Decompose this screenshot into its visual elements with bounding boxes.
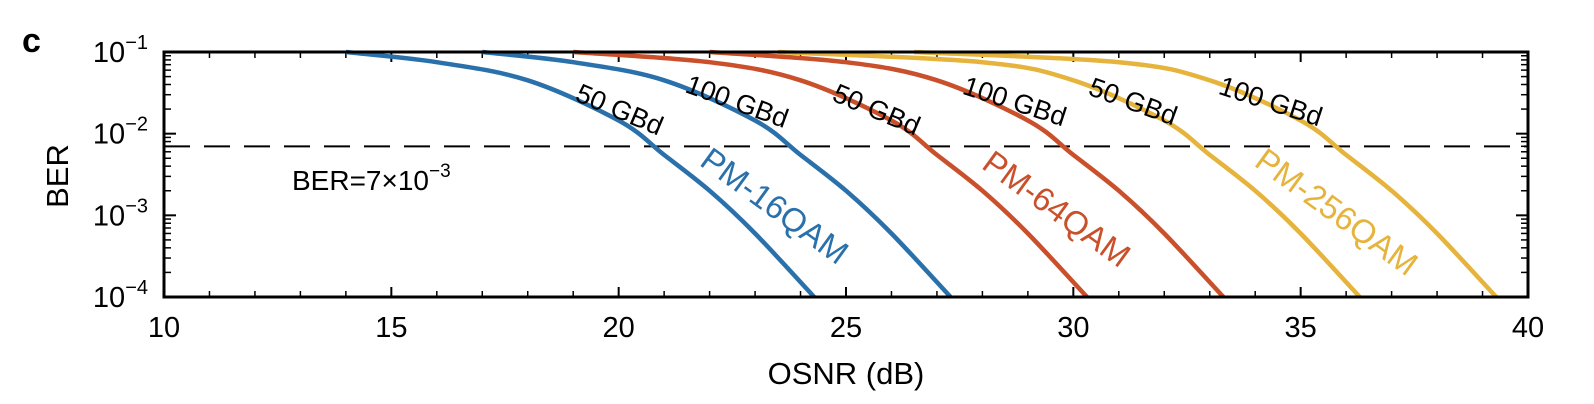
curve-pm-64qam-100gbd	[709, 49, 1226, 299]
curve-pm-16qam-100gbd	[482, 49, 953, 299]
curve-pm-16qam-50gbd	[345, 49, 816, 299]
rate-label: 100 GBd	[1215, 71, 1326, 132]
y-tick-label: 10−2	[93, 114, 148, 151]
format-label-pm-256qam: PM-256QAM	[1249, 141, 1425, 283]
x-tick-label: 35	[1285, 312, 1317, 344]
rate-label: 50 GBd	[829, 78, 925, 141]
threshold-label: BER=7×10−3	[292, 161, 451, 196]
curve-pm-256qam-50gbd	[777, 49, 1362, 299]
x-tick-label: 15	[375, 312, 407, 344]
x-tick-label: 25	[830, 312, 862, 344]
y-tick-label: 10−1	[93, 32, 148, 69]
curve-pm-256qam-100gbd	[914, 49, 1498, 299]
y-axis-title: BER	[40, 144, 75, 208]
rate-label: 100 GBd	[682, 69, 792, 134]
format-labels: PM-16QAM PM-64QAM PM-256QAM	[694, 140, 1425, 283]
x-tick-label: 20	[603, 312, 635, 344]
curve-pm-64qam-50gbd	[573, 49, 1089, 299]
y-tick-label: 10−4	[93, 277, 148, 314]
curves	[345, 49, 1498, 299]
plot-frame	[162, 50, 1530, 299]
x-tick-label: 30	[1057, 312, 1089, 344]
tick-labels: 10 15 20 25 30 35 40 10−4 10−3 10−2 10−1	[93, 32, 1544, 344]
y-tick-label: 10−3	[93, 195, 148, 232]
rate-label: 50 GBd	[572, 78, 668, 141]
x-axis-title: OSNR (dB)	[768, 356, 925, 391]
panel-label: c	[22, 22, 41, 60]
x-tick-label: 10	[148, 312, 180, 344]
rate-label: 50 GBd	[1085, 72, 1181, 132]
rate-label: 100 GBd	[959, 71, 1070, 132]
x-tick-label: 40	[1512, 312, 1544, 344]
